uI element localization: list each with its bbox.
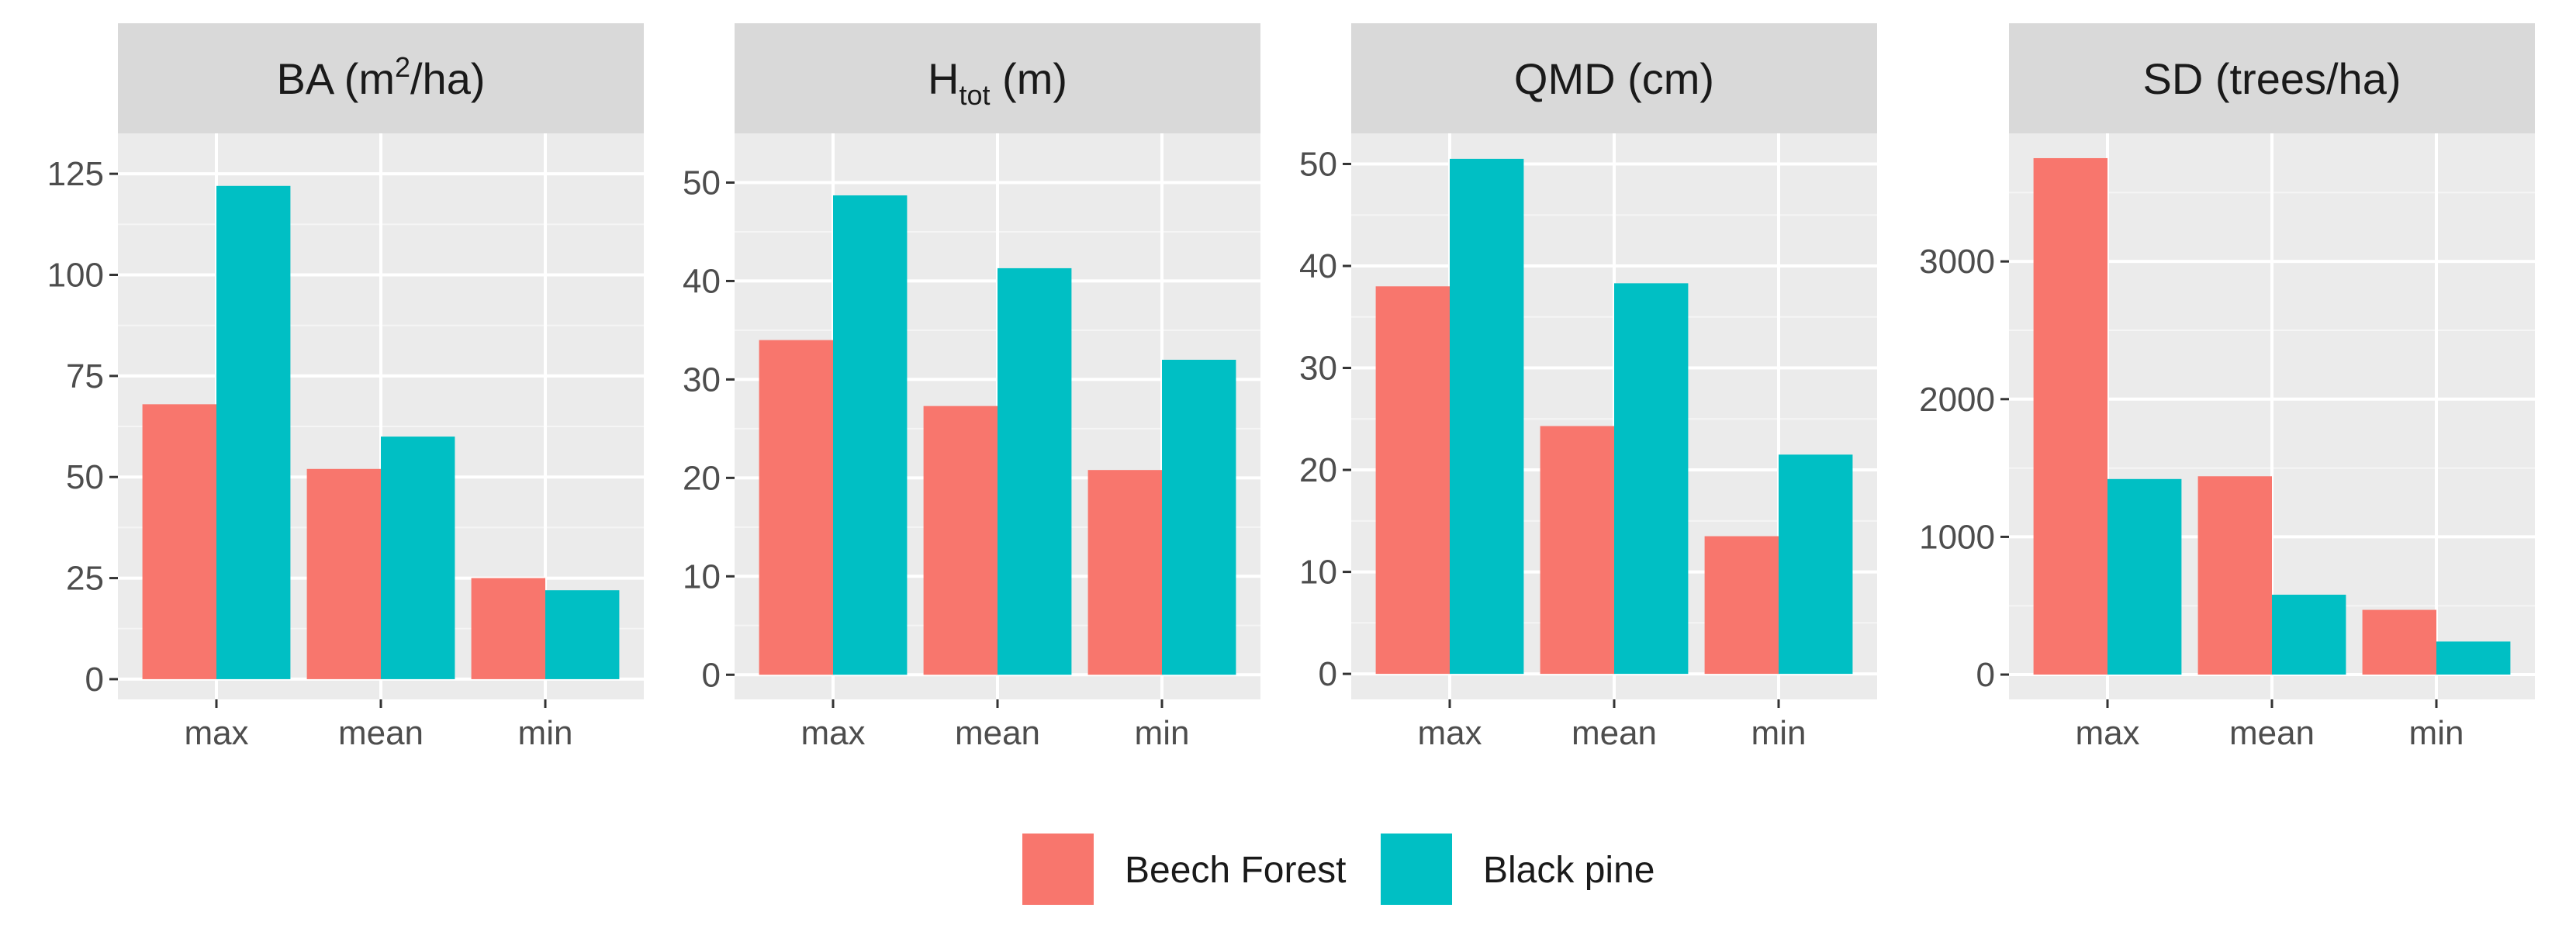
bar-beech-forest-max bbox=[1375, 286, 1450, 675]
y-tick-label: 10 bbox=[683, 557, 721, 595]
bar-black-pine-mean bbox=[1614, 283, 1689, 675]
x-tick-label: mean bbox=[338, 714, 424, 752]
facet-title: BA (m2/ha) bbox=[277, 51, 486, 103]
bar-beech-forest-min bbox=[1704, 536, 1779, 675]
bar-beech-forest-mean bbox=[923, 406, 998, 675]
y-tick-label: 20 bbox=[1299, 451, 1337, 489]
legend: Beech Forest Black pine bbox=[1022, 834, 1655, 905]
x-tick-label: mean bbox=[2229, 714, 2315, 752]
y-tick-label: 0 bbox=[1976, 656, 1995, 694]
bar-black-pine-max bbox=[1450, 158, 1524, 675]
x-tick-label: min bbox=[2409, 714, 2464, 752]
y-tick-label: 50 bbox=[66, 458, 104, 496]
y-tick-label: 125 bbox=[47, 155, 104, 193]
y-tick-label: 10 bbox=[1299, 554, 1337, 592]
facet-strip bbox=[735, 23, 1260, 133]
legend-label: Beech Forest bbox=[1125, 850, 1346, 891]
facet-title-main: BA (m bbox=[277, 54, 395, 103]
facet-strip bbox=[118, 23, 644, 133]
x-tick-label: min bbox=[1135, 714, 1190, 752]
y-tick-label: 40 bbox=[683, 262, 721, 300]
facet-title: Htot (m) bbox=[928, 54, 1067, 111]
facet-title-main: H bbox=[928, 54, 959, 103]
x-tick-label: mean bbox=[1572, 714, 1657, 752]
y-tick-label: 50 bbox=[683, 164, 721, 202]
bar-beech-forest-mean bbox=[1540, 426, 1614, 675]
bar-beech-forest-max bbox=[142, 404, 216, 679]
bar-black-pine-min bbox=[1162, 360, 1236, 675]
facet-title-subscript: tot bbox=[959, 79, 990, 111]
y-tick-label: 30 bbox=[1299, 350, 1337, 388]
y-tick-label: 0 bbox=[85, 661, 104, 699]
y-tick-label: 40 bbox=[1299, 247, 1337, 285]
legend-item-black-pine: Black pine bbox=[1381, 834, 1655, 905]
bar-beech-forest-mean bbox=[2197, 476, 2272, 675]
x-tick-label: max bbox=[2075, 714, 2139, 752]
bar-black-pine-max bbox=[2107, 478, 2182, 675]
bar-beech-forest-min bbox=[2362, 609, 2436, 675]
bar-black-pine-max bbox=[216, 185, 291, 679]
facet-title-main: SD (trees/ha) bbox=[2143, 54, 2401, 103]
bar-beech-forest-mean bbox=[306, 468, 381, 679]
bar-beech-forest-min bbox=[1087, 470, 1162, 675]
bar-black-pine-min bbox=[2436, 641, 2511, 675]
y-tick-label: 50 bbox=[1299, 145, 1337, 183]
y-tick-label: 20 bbox=[683, 459, 721, 497]
x-tick-label: max bbox=[800, 714, 865, 752]
bar-black-pine-min bbox=[1779, 454, 1853, 675]
bar-black-pine-max bbox=[833, 195, 908, 675]
facet-panel-4: SD (trees/ha) 0 1000 2000 3000 max mean min bbox=[1919, 23, 2535, 752]
facet-title-tail: (m) bbox=[990, 54, 1067, 103]
y-tick-label: 2000 bbox=[1919, 381, 1995, 419]
y-tick-label: 1000 bbox=[1919, 518, 1995, 556]
x-tick-label: min bbox=[1751, 714, 1807, 752]
facet-title-main: QMD (cm) bbox=[1514, 54, 1714, 103]
bar-black-pine-mean bbox=[998, 267, 1072, 675]
legend-key bbox=[1022, 834, 1094, 905]
y-tick-label: 3000 bbox=[1919, 243, 1995, 281]
y-tick-label: 30 bbox=[683, 361, 721, 399]
x-tick-label: max bbox=[184, 714, 248, 752]
facet-title-tail: /ha) bbox=[410, 54, 486, 103]
y-tick-label: 100 bbox=[47, 257, 104, 295]
y-tick-label: 0 bbox=[702, 656, 721, 694]
bar-beech-forest-min bbox=[471, 578, 545, 679]
bar-black-pine-mean bbox=[2272, 595, 2346, 675]
bar-black-pine-mean bbox=[381, 437, 455, 679]
x-tick-label: min bbox=[518, 714, 573, 752]
facet-title: SD (trees/ha) bbox=[2143, 54, 2401, 103]
y-tick-label: 0 bbox=[1319, 655, 1337, 693]
facet-title-superscript: 2 bbox=[395, 51, 410, 83]
bar-beech-forest-max bbox=[2033, 157, 2107, 675]
bar-black-pine-min bbox=[545, 590, 620, 679]
facet-panel-3: QMD (cm) 0 10 20 30 40 50 max mean min bbox=[1299, 23, 1877, 752]
bar-beech-forest-max bbox=[759, 340, 833, 675]
y-tick-label: 25 bbox=[66, 560, 104, 598]
facet-title: QMD (cm) bbox=[1514, 54, 1714, 103]
legend-label: Black pine bbox=[1483, 850, 1655, 891]
legend-item-beech-forest: Beech Forest bbox=[1022, 834, 1346, 905]
facet-panel-2: Htot (m) 0 10 20 30 40 50 max mean min bbox=[683, 23, 1260, 752]
facet-strip bbox=[2009, 23, 2535, 133]
legend-key bbox=[1381, 834, 1452, 905]
facet-strip bbox=[1351, 23, 1877, 133]
facet-panel-1: BA (m2/ha) 0 25 50 75 100 125 max mean min bbox=[47, 23, 644, 752]
y-tick-label: 75 bbox=[66, 357, 104, 395]
x-tick-label: mean bbox=[955, 714, 1040, 752]
x-tick-label: max bbox=[1417, 714, 1482, 752]
